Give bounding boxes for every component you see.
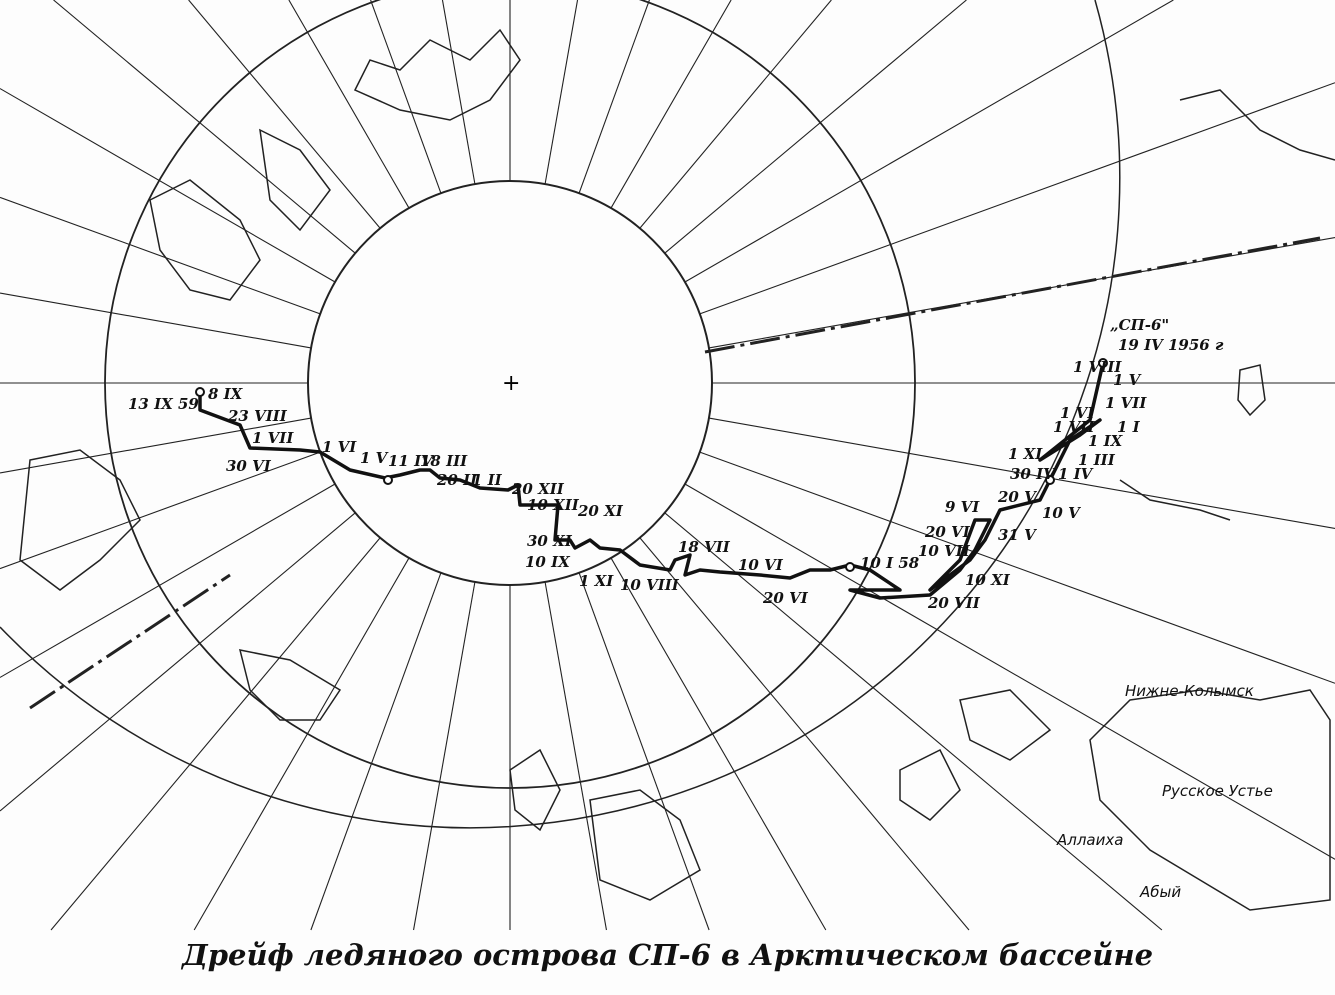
track-label: 1 VIII [1073,358,1122,376]
track-label: 18 VII [678,538,731,556]
meridian-line [699,451,1335,684]
map-caption: Дрейф ледяного острова СП-6 в Арктическо… [181,938,1154,972]
track-label: 9 VI [945,498,980,516]
track-label: 20 VII [927,594,981,612]
place-label-nizhne-kolymsk: Нижне-Колымск [1125,682,1254,700]
meridian-line [578,0,650,194]
meridian-line [0,451,321,570]
meridian-line [288,0,410,209]
track-label: 10 XI [965,571,1011,589]
date-line [704,236,1321,354]
meridian-line [441,0,476,185]
track-label: 31 V [998,526,1037,544]
meridian-line [699,82,1335,315]
track-marker [845,562,855,572]
place-label-russkoye-ustye: Русское Устье [1162,782,1273,800]
pole-marker-icon: + [502,371,520,396]
track-label: 10 VII [918,542,971,560]
track-label: 20 XI [577,502,624,520]
drift-track [198,362,1105,600]
track-label: 1 VII [1105,394,1147,412]
meridian-line [578,572,710,931]
track-marker [383,475,393,485]
meridian-line [193,557,410,931]
station-name: „СП-6" [1110,316,1169,334]
track-label: 30 VI [226,457,272,475]
track-label: 8 IX [208,385,244,403]
meridian-line [0,196,321,315]
track-label: 10 V [1042,504,1081,522]
meridian-line [610,0,732,209]
track-label: 20 V [997,488,1037,506]
place-label-abyy: Абый [1139,883,1181,901]
meridian-line [639,0,832,229]
meridian-line [639,537,970,931]
track-label: 1 IV [1058,465,1094,483]
track-label: 1 VII [252,429,294,447]
meridian-line [664,0,967,254]
meridian-line [664,512,1163,931]
track-marker [1045,475,1055,485]
track-label: 20 II [436,471,478,489]
track-label: 10 XII [527,496,580,514]
track-label: 18 III [420,452,468,470]
track-label: 1 V [360,449,389,467]
meridian-line [0,512,356,812]
track-label: 1 IX [1088,432,1124,450]
meridian-line [50,537,381,931]
track-label: 1 XI [1008,445,1043,463]
track-label: 1 III [1078,451,1116,469]
meridian-line [544,581,607,931]
meridian-line [310,572,442,931]
meridian-line [0,292,312,349]
meridian-line [188,0,381,229]
latitude-circle-outer [0,0,1121,829]
meridian-line [684,0,1174,283]
track-label: 10 VI [738,556,784,574]
station-start-date: 19 IV 1956 г [1118,336,1224,354]
track-label: 23 VIII [227,407,288,425]
track-label: 10 I 58 [860,554,920,572]
meridian-line [610,557,827,931]
track-label: 10 IX [525,553,571,571]
meridian-line [544,0,579,185]
track-label: 1 VII [1053,418,1095,436]
track-label: 1 I [1117,418,1141,436]
meridian-line [0,483,336,678]
meridian-line [0,88,336,283]
track-label: 1 VI [1060,404,1095,422]
track-label: 1 XI [579,572,614,590]
track-label: 13 IX 59 [128,395,199,413]
meridian-line [684,483,1335,860]
place-label-allaikha: Аллаиха [1056,831,1123,849]
start-point-marker [1098,358,1108,368]
date-line [29,573,231,710]
track-label: 10 VIII [620,576,680,594]
meridian-line [53,0,356,254]
track-label: 1 VI [322,438,357,456]
track-label: 11 IV [388,452,434,470]
meridian-line [0,417,312,474]
track-label: 1 II [472,471,503,489]
meridian-line [708,417,1335,530]
coastlines [19,28,1335,911]
meridian-line [413,581,476,931]
meridian-line [370,0,442,194]
track-label: 30 IV [1010,465,1056,483]
track-label: 20 XII [511,480,565,498]
track-label: 1 V [1113,371,1142,389]
track-label: 20 VI [762,589,809,607]
track-label: 30 XI [527,532,573,550]
track-label: 20 VI [924,523,971,541]
end-point-marker [195,387,205,397]
